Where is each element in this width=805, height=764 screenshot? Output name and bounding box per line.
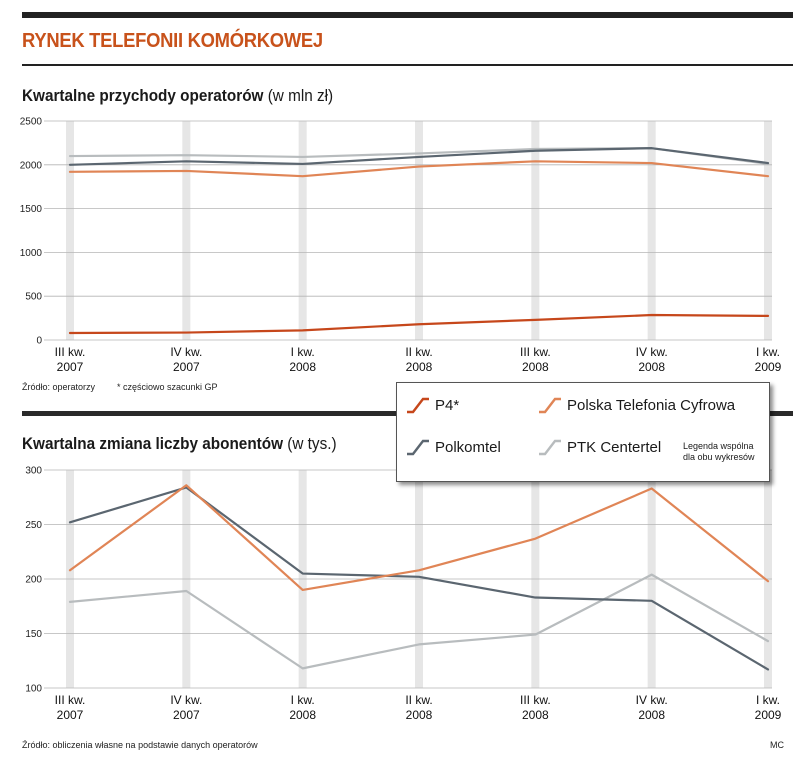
chart2-series-ptk xyxy=(68,573,770,670)
chart1-source: Źródło: operatorzy xyxy=(22,382,96,392)
chart2-xtick-1-line1: IV kw. xyxy=(170,693,202,707)
chart1-xtick-2-line2: 2008 xyxy=(289,360,316,374)
chart1-series-ptc xyxy=(68,160,770,178)
chart2-series-ptc xyxy=(68,484,770,592)
chart1-footnote: * częściowo szacunki GP xyxy=(117,382,218,392)
legend-item-polkomtel: Polkomtel xyxy=(405,437,501,457)
chart1-ytick-2: 1000 xyxy=(20,248,43,259)
legend-label-polkomtel: Polkomtel xyxy=(435,438,501,456)
chart2-xtick-2-line1: I kw. xyxy=(291,693,315,707)
chart1-title-text: Kwartalne przychody operatorów xyxy=(22,86,264,105)
top-rule xyxy=(22,12,793,18)
chart2-xtick-0-line1: III kw. xyxy=(55,693,86,707)
chart2-xtick-5-line2: 2008 xyxy=(638,708,665,722)
chart2-xtick-4-line1: III kw. xyxy=(520,693,551,707)
title-divider xyxy=(22,64,793,66)
chart1-xtick-3-line2: 2008 xyxy=(406,360,433,374)
chart2-xtick-1-line2: 2007 xyxy=(173,708,200,722)
legend-swatch-polkomtel xyxy=(407,439,429,456)
chart1-xtick-5-line1: IV kw. xyxy=(636,345,668,359)
chart1-xtick-3-line1: II kw. xyxy=(405,345,432,359)
chart1-xtick-5-line2: 2008 xyxy=(638,360,665,374)
chart2-xtick-3-line1: II kw. xyxy=(405,693,432,707)
chart2-source: Źródło: obliczenia własne na podstawie d… xyxy=(22,740,258,750)
chart1-gridband-2 xyxy=(298,121,307,340)
chart1-xtick-1-line2: 2007 xyxy=(173,360,200,374)
chart1-gridband-6 xyxy=(764,121,772,340)
legend-box: P4* Polska Telefonia Cyfrowa Polkomtel P… xyxy=(396,382,770,482)
legend-label-ptk: PTK Centertel xyxy=(567,438,662,456)
chart2-xtick-5-line1: IV kw. xyxy=(636,693,668,707)
chart1-ytick-1: 500 xyxy=(25,292,42,303)
legend-swatch-ptk xyxy=(539,439,561,456)
legend-label-ptc: Polska Telefonia Cyfrowa xyxy=(567,396,736,414)
author-initials: MC xyxy=(770,740,784,750)
chart2-series-polkomtel xyxy=(68,486,770,671)
chart1-gridband-3 xyxy=(415,121,423,340)
chart2-xtick-3-line2: 2008 xyxy=(406,708,433,722)
chart2-xtick-2-line2: 2008 xyxy=(289,708,316,722)
chart1-ytick-5: 2500 xyxy=(20,117,43,128)
chart2-title-text: Kwartalna zmiana liczby abonentów xyxy=(22,434,284,453)
legend-note-line2: dla obu wykresów xyxy=(683,452,755,462)
chart1-xtick-2-line1: I kw. xyxy=(291,345,315,359)
chart1-gridband-0 xyxy=(66,121,74,340)
chart2-xtick-0-line2: 2007 xyxy=(57,708,84,722)
legend-item-ptk: PTK Centertel xyxy=(537,437,661,457)
legend-note: Legenda wspólna dla obu wykresów xyxy=(683,441,755,463)
chart1-gridband-5 xyxy=(647,121,656,340)
chart1-xtick-0-line1: III kw. xyxy=(55,345,86,359)
chart2-title-unit: (w tys.) xyxy=(287,434,337,453)
chart1-series-polkomtel xyxy=(68,147,770,166)
legend-label-p4: P4* xyxy=(435,396,460,414)
chart2-ytick-3: 250 xyxy=(25,520,42,531)
chart1-ytick-3: 1500 xyxy=(20,204,43,215)
chart1-title: Kwartalne przychody operatorów (w mln zł… xyxy=(22,86,333,106)
chart1-title-unit: (w mln zł) xyxy=(267,86,334,105)
chart2-ytick-0: 100 xyxy=(25,684,42,695)
chart1-xtick-4-line1: III kw. xyxy=(520,345,551,359)
legend-swatch-ptc xyxy=(539,397,561,414)
chart1-series-p4 xyxy=(68,313,770,335)
legend-item-p4: P4* xyxy=(405,395,459,415)
chart1-gridband-1 xyxy=(182,121,191,340)
page-title: RYNEK TELEFONII KOMÓRKOWEJ xyxy=(22,30,323,52)
chart1-ytick-4: 2000 xyxy=(20,160,43,171)
chart2-ytick-1: 150 xyxy=(25,629,42,640)
chart1-ytick-0: 0 xyxy=(36,336,42,347)
chart1-xtick-6-line2: 2009 xyxy=(755,360,782,374)
chart1-xtick-4-line2: 2008 xyxy=(522,360,549,374)
chart2-xtick-6-line1: I kw. xyxy=(756,693,780,707)
chart2-ytick-4: 300 xyxy=(25,466,42,477)
chart1-xtick-1-line1: IV kw. xyxy=(170,345,202,359)
chart2-xtick-6-line2: 2009 xyxy=(755,708,782,722)
chart2-title: Kwartalna zmiana liczby abonentów (w tys… xyxy=(22,434,337,454)
chart1-xtick-0-line2: 2007 xyxy=(57,360,84,374)
chart1-xtick-6-line1: I kw. xyxy=(756,345,780,359)
chart2-ytick-2: 200 xyxy=(25,575,42,586)
chart1-gridband-4 xyxy=(531,121,540,340)
legend-note-line1: Legenda wspólna xyxy=(683,441,754,451)
chart2-xtick-4-line2: 2008 xyxy=(522,708,549,722)
legend-item-ptc: Polska Telefonia Cyfrowa xyxy=(537,395,735,415)
legend-swatch-p4 xyxy=(407,397,429,414)
